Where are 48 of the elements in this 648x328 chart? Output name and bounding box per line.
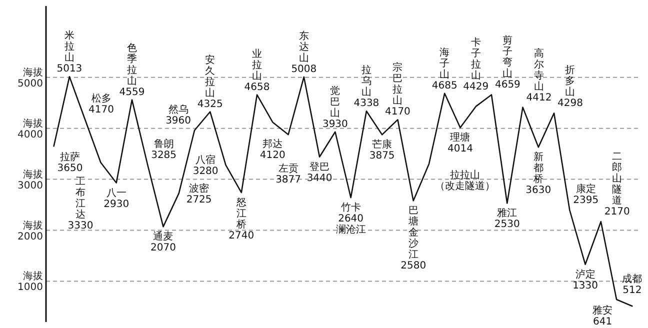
data-label: 业拉山 4658	[244, 48, 270, 93]
data-label: 剪子弯山 4659	[494, 34, 520, 91]
data-label: 八一 2930	[104, 188, 130, 210]
data-label: 卡子拉山 4429	[463, 36, 489, 92]
data-label: 拉萨 3650	[57, 151, 83, 174]
y-tick-label: 5000	[18, 78, 43, 90]
data-label: 康定 2395	[573, 183, 599, 206]
data-label: 安久拉山 4325	[197, 54, 223, 110]
text: 海拔	[23, 118, 43, 130]
data-label: 松多 4170	[88, 92, 114, 116]
data-label: 东达山 5008	[291, 30, 317, 75]
y-tick-label: 2000	[18, 231, 43, 242]
data-label: 八宿 3280	[192, 154, 218, 178]
data-label: 左贡 3877	[276, 162, 302, 186]
data-label: 邦达 4120	[260, 138, 286, 162]
y-axis-title: 海拔	[23, 270, 43, 282]
data-label: 通麦 2070	[150, 230, 176, 254]
data-label: 高尔寺山 4412	[526, 47, 552, 104]
text: 海拔	[23, 169, 43, 180]
y-tick-label: 1000	[18, 282, 43, 294]
data-label: 二郎山隧道 2170	[604, 152, 630, 218]
data-label: 拉乌山 4338	[354, 64, 380, 110]
data-label: 米拉山 5013	[56, 30, 82, 75]
data-label: 理塘 4014	[448, 132, 473, 155]
data-label: 宗巴拉山 4170	[384, 62, 410, 118]
data-label: 折多山 4298	[558, 64, 583, 110]
data-label: 泸定 1330	[572, 268, 598, 292]
data-label: 登巴 3440	[306, 160, 332, 184]
data-label: 拉拉山（改走隧道）	[434, 169, 495, 192]
data-label: 海子山 4685	[432, 46, 458, 92]
data-label: 鲁朗 3285	[151, 138, 177, 161]
data-label: 怒江桥 2740	[228, 196, 254, 242]
data-label: 工布江达 3330	[68, 176, 94, 232]
data-label: 巴塘金沙江 2580	[400, 206, 426, 272]
data-label: 芒康 3875	[369, 138, 395, 162]
data-label: 色季拉山 4559	[119, 42, 145, 98]
y-tick-label: 3000	[18, 180, 43, 192]
data-label: 雅江 2530	[494, 207, 520, 230]
data-label: 成都 512	[622, 273, 642, 296]
data-label: 波密 2725	[186, 182, 212, 206]
y-tick-label: 4000	[18, 129, 43, 140]
text: 海拔	[23, 67, 43, 78]
data-label: 然乌 3960	[166, 103, 192, 126]
data-label: 雅安 641	[592, 304, 613, 328]
data-label: 竹卡 2640 澜沧江	[336, 202, 366, 236]
text: 海拔	[23, 220, 43, 232]
data-label: 觉巴山 3930	[322, 84, 348, 130]
data-label: 新都桥 3630	[526, 151, 552, 196]
